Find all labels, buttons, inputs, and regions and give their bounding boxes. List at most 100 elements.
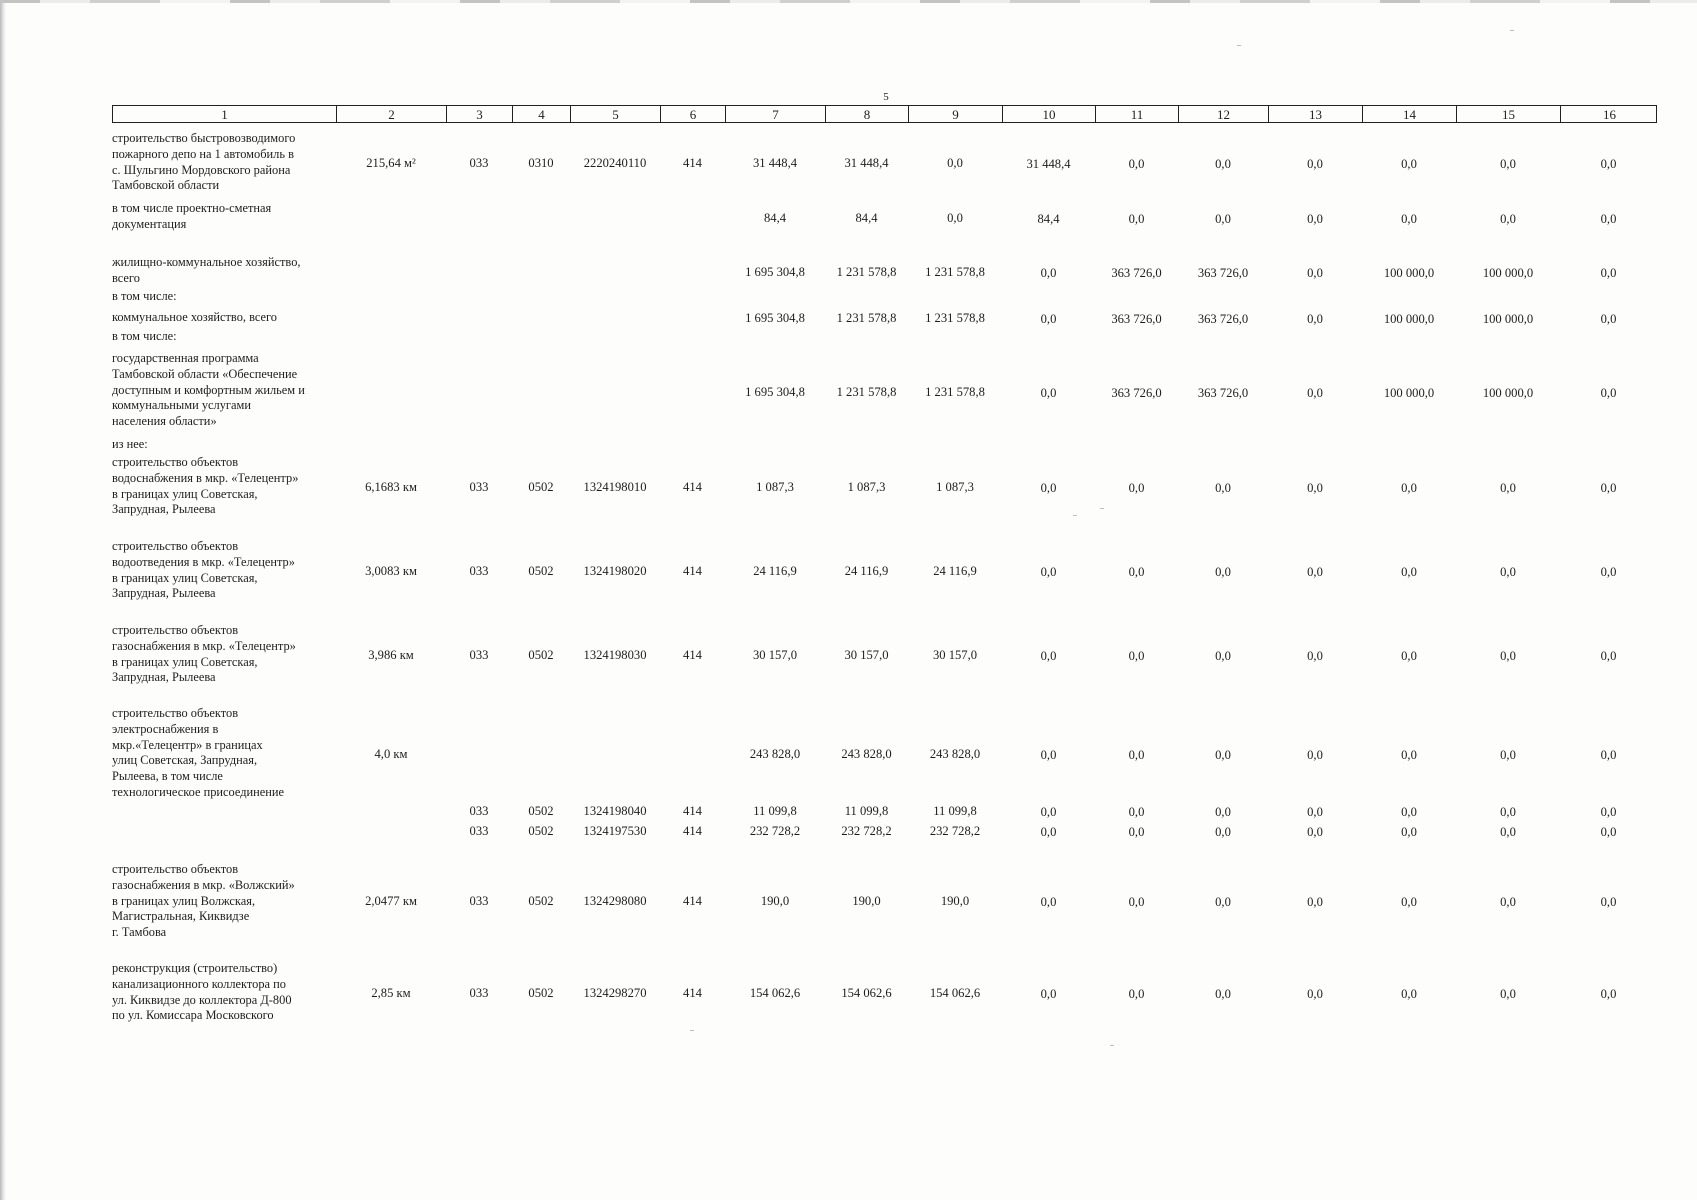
column-header-10: 10: [1003, 106, 1096, 122]
section-code-cell: 0502: [528, 986, 554, 1000]
amount-cell-col-10: 31 448,4: [1026, 157, 1071, 171]
row-description: жилищно-коммунальное хозяйство, всего: [112, 255, 340, 287]
description-line: Рылеева, в том числе: [112, 769, 223, 784]
ministry-code-cell: 033: [469, 824, 489, 838]
amount-cell-col-10: 0,0: [1040, 895, 1057, 909]
amount-cell-col-11: 0,0: [1128, 212, 1145, 226]
amount-cell-col-12: 363 726,0: [1197, 312, 1249, 326]
row-description: строительство объектов электроснабжения в…: [112, 706, 340, 801]
amount-cell-col-13: 0,0: [1307, 212, 1323, 226]
amount-cell-col-16: 0,0: [1600, 212, 1617, 226]
amount-cell-col-10: 84,4: [1037, 212, 1060, 226]
amount-cell-col-16: 0,0: [1600, 157, 1617, 171]
amount-cell-col-9: 1 231 578,8: [925, 311, 985, 325]
amount-cell-col-16: 0,0: [1600, 987, 1617, 1001]
amount-cell-col-16: 0,0: [1600, 825, 1617, 839]
amount-cell-col-9: 154 062,6: [929, 986, 981, 1000]
section-code-cell: 0502: [528, 480, 554, 494]
amount-cell-col-16: 0,0: [1600, 895, 1617, 909]
description-line: всего: [112, 270, 140, 285]
amount-cell-col-10: 0,0: [1040, 481, 1057, 495]
expense-type-cell: 414: [683, 804, 702, 818]
amount-cell-col-9: 1 231 578,8: [925, 385, 985, 399]
amount-cell-col-7: 11 099,8: [753, 804, 797, 818]
amount-cell-col-10: 0,0: [1040, 748, 1057, 762]
column-header-2: 2: [337, 106, 447, 122]
amount-cell-col-8: 1 087,3: [847, 480, 886, 494]
description-line: мкр.«Телецентр» в границах: [112, 737, 263, 752]
amount-cell-col-7: 1 695 304,8: [745, 311, 805, 325]
amount-cell-col-10: 0,0: [1040, 825, 1057, 839]
column-header-8: 8: [826, 106, 909, 122]
amount-cell-col-14: 0,0: [1401, 481, 1417, 495]
scan-edge: [0, 0, 6, 1200]
row-description: государственная программа Тамбовской обла…: [112, 351, 340, 430]
amount-cell-col-15: 100 000,0: [1482, 386, 1534, 400]
description-line: коммунальное хозяйство, всего: [112, 310, 277, 324]
amount-cell-col-14: 0,0: [1401, 649, 1417, 663]
amount-cell-col-9: 190,0: [940, 894, 970, 908]
description-line: строительство быстровозводимого: [112, 131, 296, 145]
column-header-12: 12: [1179, 106, 1269, 122]
ministry-code-cell: 033: [469, 894, 489, 908]
amount-cell-col-14: 0,0: [1401, 212, 1417, 226]
amount-cell-col-12: 0,0: [1215, 157, 1231, 171]
description-line: в границах улиц Советская,: [112, 486, 258, 501]
description-line: по ул. Комиссара Московского: [112, 1008, 274, 1023]
column-header-7: 7: [726, 106, 826, 122]
description-line: водоснабжения в мкр. «Телецентр»: [112, 470, 299, 485]
amount-cell-col-15: 0,0: [1500, 805, 1516, 819]
amount-cell-col-8: 30 157,0: [844, 648, 889, 662]
target-article-cell: 1324198020: [583, 564, 647, 578]
row-description: в том числе проектно-сметная документация: [112, 201, 340, 233]
amount-cell-col-12: 0,0: [1215, 805, 1231, 819]
amount-cell-col-16: 0,0: [1600, 565, 1617, 579]
description-line: электроснабжения в: [112, 721, 219, 736]
capacity-cell: 215,64 м²: [366, 156, 416, 170]
amount-cell-col-15: 0,0: [1500, 649, 1516, 663]
amount-cell-col-13: 0,0: [1307, 649, 1323, 663]
ministry-code-cell: 033: [469, 986, 489, 1000]
description-line: Запрудная, Рылеева: [112, 502, 216, 517]
amount-cell-col-11: 363 726,0: [1111, 386, 1162, 400]
amount-cell-col-16: 0,0: [1600, 481, 1617, 495]
amount-cell-col-7: 243 828,0: [749, 747, 801, 761]
amount-cell-col-9: 232 728,2: [929, 824, 981, 838]
description-line: в том числе проектно-сметная: [112, 201, 272, 215]
amount-cell-col-14: 0,0: [1401, 805, 1417, 819]
expense-type-cell: 414: [683, 986, 702, 1000]
description-line: ул. Киквидзе до коллектора Д-800: [112, 992, 292, 1007]
amount-cell-col-9: 30 157,0: [932, 648, 978, 662]
amount-cell-col-12: 363 726,0: [1197, 266, 1249, 280]
description-line: документация: [112, 216, 187, 231]
ministry-code-cell: 033: [469, 648, 489, 662]
row-description: строительство быстровозводимого пожарного…: [112, 131, 340, 194]
description-line: в том числе:: [112, 289, 177, 303]
description-line: водоотведения в мкр. «Телецентр»: [112, 554, 295, 569]
description-line: с. Шульгино Мордовского района: [112, 162, 291, 177]
expense-type-cell: 414: [683, 156, 702, 170]
amount-cell-col-11: 0,0: [1128, 157, 1145, 171]
amount-cell-col-14: 0,0: [1401, 157, 1417, 171]
expense-type-cell: 414: [683, 894, 702, 908]
amount-cell-col-16: 0,0: [1600, 386, 1617, 400]
amount-cell-col-15: 0,0: [1500, 157, 1516, 171]
row-description: коммунальное хозяйство, всего: [112, 310, 340, 326]
description-line: в границах улиц Волжская,: [112, 893, 256, 908]
amount-cell-col-15: 0,0: [1500, 825, 1516, 839]
amount-cell-col-13: 0,0: [1307, 565, 1323, 579]
scan-speck: [1237, 45, 1241, 46]
column-header-11: 11: [1096, 106, 1179, 122]
amount-cell-col-10: 0,0: [1040, 649, 1057, 663]
amount-cell-col-7: 24 116,9: [753, 564, 797, 578]
amount-cell-col-12: 0,0: [1215, 987, 1231, 1001]
description-line: доступным и комфортным жильем и: [112, 382, 305, 397]
section-code-cell: 0310: [528, 156, 554, 170]
amount-cell-col-12: 0,0: [1215, 825, 1231, 839]
amount-cell-col-12: 0,0: [1215, 649, 1231, 663]
column-header-1: 1: [113, 106, 337, 122]
amount-cell-col-13: 0,0: [1307, 481, 1323, 495]
description-line: в границах улиц Советская,: [112, 654, 258, 669]
description-line: улиц Советская, Запрудная,: [112, 753, 258, 768]
row-description: строительство объектов водоотведения в мк…: [112, 539, 340, 602]
